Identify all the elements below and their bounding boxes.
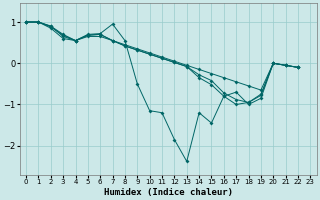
X-axis label: Humidex (Indice chaleur): Humidex (Indice chaleur) [104, 188, 233, 197]
